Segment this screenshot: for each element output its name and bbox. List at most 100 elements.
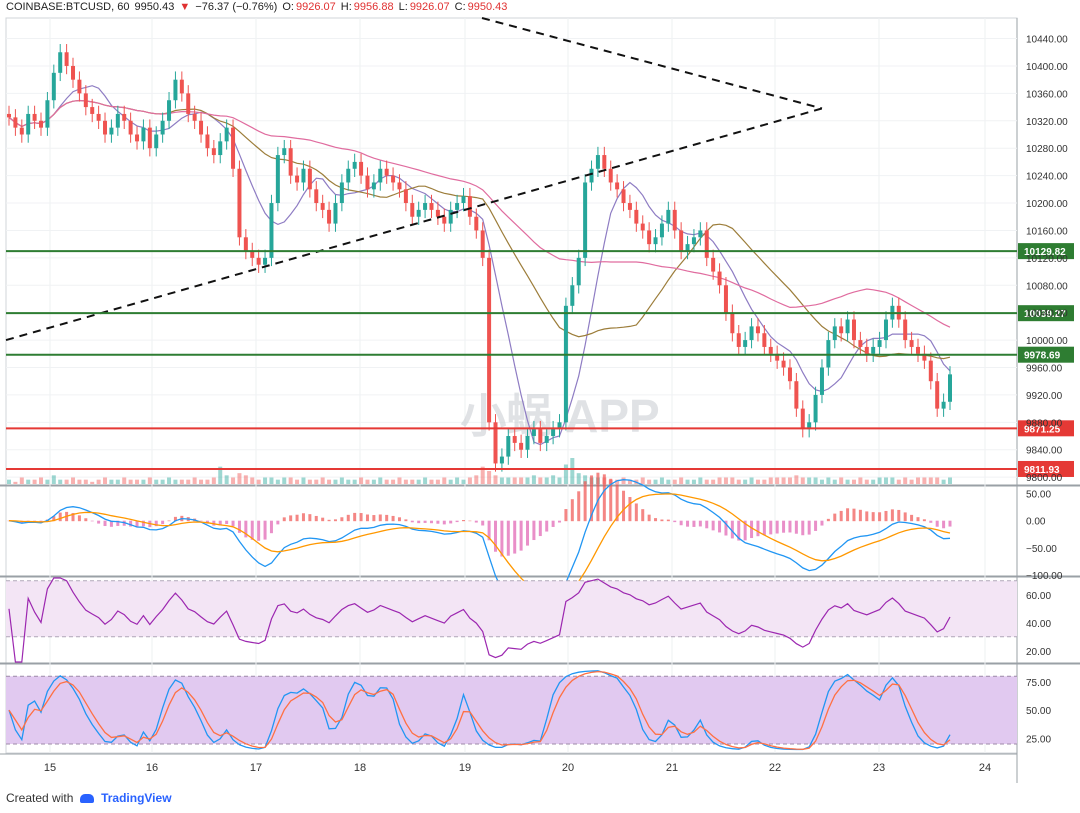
macd-histogram-bar — [878, 512, 882, 522]
volume-bar — [711, 479, 716, 484]
price-tick-label: 9880.00 — [1026, 418, 1063, 429]
volume-bar — [621, 477, 626, 484]
horizontal-levels[interactable]: 10129.82 10039.27 9978.69 9871.25 9811.93 — [6, 243, 1074, 477]
volume-bar — [295, 479, 300, 484]
macd-histogram-bar — [244, 520, 248, 538]
volume-bar — [26, 479, 31, 484]
volume-bar — [275, 479, 280, 484]
macd-histogram-bar — [129, 520, 133, 527]
volume-bar — [224, 475, 229, 484]
macd-histogram-bar — [378, 514, 382, 522]
macd-histogram-bar — [769, 520, 773, 535]
candle-body — [71, 65, 76, 80]
candle-body — [935, 381, 940, 409]
volume-bar — [915, 477, 920, 484]
candle-body — [218, 141, 223, 156]
macd-histogram-bar — [532, 520, 536, 541]
volume-bar — [762, 479, 767, 484]
stoch-pane — [6, 670, 1017, 751]
volume-bar — [448, 479, 453, 484]
volume-bar — [948, 477, 952, 484]
macd-histogram-bar — [942, 520, 946, 529]
candle-body — [519, 442, 524, 450]
volume-bar — [935, 477, 940, 484]
frame — [5, 17, 1018, 754]
macd-histogram-bar — [602, 474, 606, 522]
tradingview-brand[interactable]: TradingView — [101, 791, 172, 805]
macd-histogram-bar — [692, 520, 696, 527]
candle-body — [576, 257, 581, 286]
volume-bars — [7, 458, 952, 484]
volume-bar — [749, 477, 754, 484]
volume-bar — [115, 479, 120, 484]
volume-bar — [768, 477, 773, 484]
candle-body — [634, 209, 639, 224]
price-tick-label: 9960.00 — [1026, 364, 1063, 375]
candle-body — [948, 374, 952, 402]
volume-bar — [288, 477, 293, 484]
volume-bar — [391, 479, 396, 484]
volume-bar — [160, 479, 165, 484]
macd-histogram-bar — [820, 520, 824, 526]
candle-body — [448, 209, 453, 224]
volume-bar — [583, 475, 588, 484]
volume-bar — [378, 477, 383, 484]
macd-histogram-bar — [698, 520, 702, 527]
volume-bar — [352, 479, 357, 484]
x-tick-label: 18 — [354, 762, 366, 774]
candle-body — [871, 346, 876, 354]
candle-body — [794, 381, 799, 409]
price-tick-label: 10160.00 — [1026, 226, 1068, 237]
macd-histogram-bar — [538, 520, 542, 537]
volume-bar — [320, 477, 325, 484]
level-tag — [1018, 243, 1074, 260]
macd-histogram-bar — [327, 519, 331, 522]
candle-body — [186, 93, 191, 114]
price-tick-label: 10240.00 — [1026, 172, 1068, 183]
macd-histogram-bar — [321, 517, 325, 522]
volume-bar — [903, 477, 908, 484]
candle-body — [685, 244, 690, 251]
candle-body — [403, 189, 408, 204]
macd-histogram-bar — [397, 517, 401, 522]
macd-histogram-bar — [788, 520, 792, 533]
price-tick-label: 9800.00 — [1026, 473, 1063, 484]
candle-body — [858, 340, 863, 347]
macd-tick-label: 0.00 — [1026, 517, 1046, 528]
volume-bar — [250, 477, 255, 484]
macd-histogram-bar — [154, 520, 158, 527]
candle-body — [371, 182, 376, 190]
volume-bar — [717, 477, 722, 484]
candle-body — [461, 196, 466, 204]
x-tick-label: 16 — [146, 762, 158, 774]
macd-histogram-bar — [756, 520, 760, 537]
candle-body — [563, 305, 568, 423]
macd-histogram-bar — [289, 515, 293, 522]
candle-body — [173, 79, 178, 101]
candle-body — [26, 113, 31, 135]
volume-bar — [743, 479, 748, 484]
macd-histogram-bar — [743, 520, 747, 541]
level-label: 10129.82 — [1024, 247, 1066, 258]
price-tick-label: 10400.00 — [1026, 62, 1068, 73]
candle-body — [90, 107, 95, 114]
volume-bar — [499, 477, 504, 484]
candle-body — [595, 155, 600, 169]
candle-body — [883, 319, 888, 341]
volume-bar — [909, 479, 914, 484]
x-tick-label: 22 — [769, 762, 781, 774]
macd-histogram-bar — [90, 520, 94, 522]
candle-body — [237, 168, 242, 238]
trendlines[interactable] — [5, 17, 823, 342]
macd-histogram-bar — [442, 520, 446, 525]
volume-bar — [301, 477, 306, 484]
macd-histogram-bar — [141, 520, 145, 527]
candle-body — [109, 127, 114, 135]
candle-body — [499, 456, 504, 464]
volume-bar — [359, 477, 364, 484]
volume-bar — [775, 477, 780, 484]
low-value: 9926.07 — [409, 1, 450, 13]
candlesticks[interactable] — [7, 44, 952, 472]
macd-histogram-bar — [686, 520, 690, 527]
